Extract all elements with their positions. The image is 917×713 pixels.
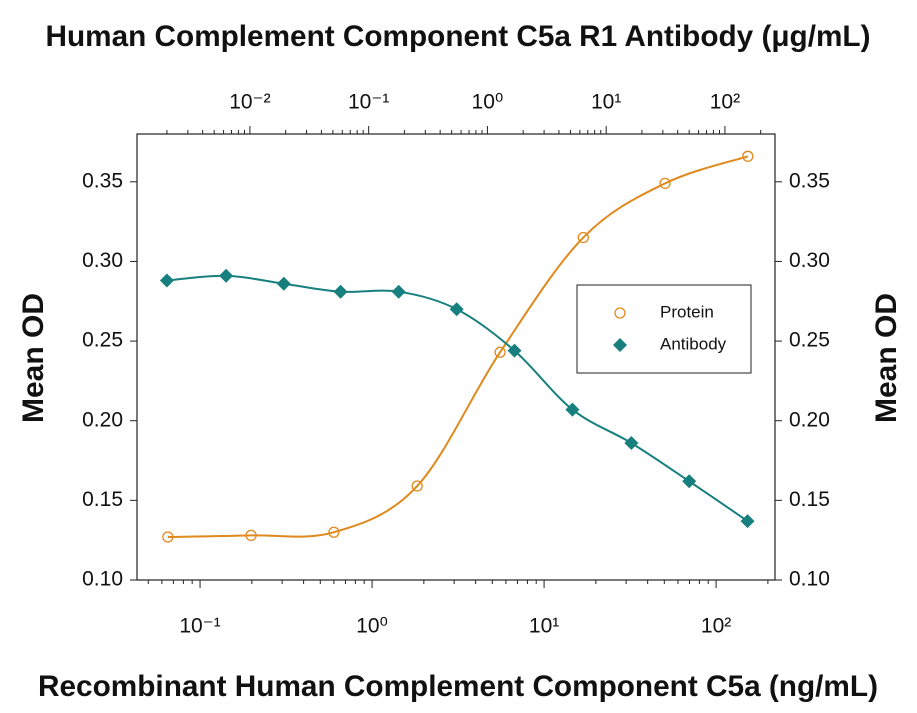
x-tick-label: 10⁻¹ (179, 615, 220, 638)
data-point (740, 514, 755, 529)
y2-tick-label: 0.30 (789, 249, 830, 272)
legend-label: Protein (660, 302, 714, 321)
data-point (219, 268, 234, 283)
fit-curve (166, 274, 749, 522)
data-point (333, 284, 348, 299)
x-tick-label: 10¹ (591, 91, 621, 114)
data-point (245, 529, 257, 542)
data-point (742, 150, 754, 162)
data-point (577, 231, 589, 244)
y-tick-label: 0.30 (82, 249, 123, 272)
data-point (276, 276, 291, 291)
data-point (624, 436, 639, 451)
y2-axis-title: Mean OD (870, 293, 903, 423)
x-tick-label: 10⁰ (356, 615, 388, 638)
x-tick-label: 10⁻² (229, 91, 270, 114)
data-point (565, 402, 580, 417)
y2-tick-label: 0.25 (789, 329, 830, 352)
data-point (507, 343, 522, 358)
data-point (494, 346, 506, 358)
data-point (411, 480, 423, 492)
y2-tick-label: 0.35 (789, 169, 830, 192)
data-point (682, 474, 697, 489)
y2-tick-label: 0.15 (789, 488, 830, 511)
y-tick-label: 0.35 (82, 169, 123, 192)
legend-label: Antibody (660, 334, 727, 353)
x-axis-title: Recombinant Human Complement Component C… (38, 670, 878, 703)
x-tick-label: 10² (701, 615, 731, 638)
plot-frame (136, 133, 776, 581)
y-axis-title: Mean OD (17, 293, 50, 423)
x-tick-label: 10¹ (529, 615, 559, 638)
x-tick-label: 10⁻¹ (348, 91, 389, 114)
x-tick-label: 10² (710, 91, 740, 114)
y2-tick-label: 0.20 (789, 408, 830, 431)
data-point (449, 302, 464, 317)
data-point (659, 177, 671, 190)
legend-marker (613, 338, 627, 352)
y2-tick-label: 0.10 (789, 568, 830, 591)
x-tick-label: 10⁰ (472, 91, 504, 114)
y-tick-label: 0.10 (82, 568, 123, 591)
data-point (159, 273, 174, 288)
data-point (328, 526, 340, 538)
y-tick-label: 0.25 (82, 329, 123, 352)
chart-title: Human Complement Component C5a R1 Antibo… (46, 20, 871, 53)
legend-marker (614, 307, 626, 319)
y-tick-label: 0.15 (82, 488, 123, 511)
legend-box (576, 284, 752, 374)
y-tick-label: 0.20 (82, 408, 123, 431)
fit-curve (167, 155, 749, 538)
data-point (391, 284, 406, 299)
data-point (162, 531, 174, 543)
